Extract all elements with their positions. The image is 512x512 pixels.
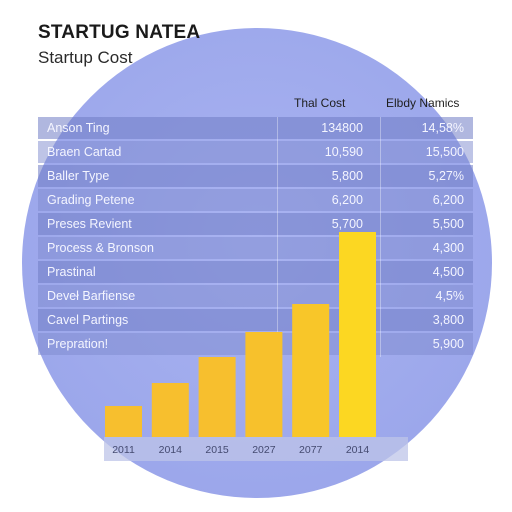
row-label: Grading Petene <box>47 193 135 207</box>
column-header-percent: Elbdy Namics <box>386 96 460 110</box>
x-axis-band <box>104 437 408 461</box>
table-row: Preses Revient 5,700 5,500 <box>38 213 473 235</box>
row-cost: 5,800 <box>331 169 363 183</box>
x-tick-label: 2011 <box>112 444 135 456</box>
row-cost: 10,590 <box>324 145 363 159</box>
x-tick-label: 2077 <box>299 444 323 456</box>
bar-2027 <box>245 332 283 437</box>
row-cost: 6,200 <box>331 193 363 207</box>
bar-2014 <box>151 383 189 437</box>
bar-2077 <box>292 304 330 437</box>
x-tick-label: 2015 <box>205 444 229 456</box>
bar-2015 <box>198 357 236 437</box>
row-percent: 3,800 <box>432 313 464 327</box>
row-percent: 5,27% <box>428 169 464 183</box>
row-percent: 4,500 <box>432 265 464 279</box>
row-percent: 15,500 <box>425 145 464 159</box>
bar-2011 <box>105 406 142 437</box>
bars-group <box>105 232 376 437</box>
x-tick-label: 2027 <box>252 444 276 456</box>
row-label: Cavel Partings <box>47 313 129 327</box>
table-row: Anson Ting 134800 14,58% <box>38 117 473 139</box>
table-divider <box>380 117 381 357</box>
row-label: Deveł Barfiense <box>47 289 136 303</box>
row-cost: 134800 <box>321 121 363 135</box>
row-label: Braen Cartad <box>47 145 122 159</box>
row-label: Baller Type <box>47 169 110 183</box>
table-row: Baller Type 5,800 5,27% <box>38 165 473 187</box>
row-cost: 5,700 <box>331 217 363 231</box>
x-ticks-group: 2011 2014 2015 2027 2077 2014 <box>112 444 369 456</box>
row-percent: 4,300 <box>432 241 464 255</box>
x-tick-label: 2014 <box>159 444 183 456</box>
row-percent: 14,58% <box>421 121 464 135</box>
cost-table: Anson Ting 134800 14,58% Braen Cartad 10… <box>38 117 473 357</box>
row-percent: 5,900 <box>432 337 464 351</box>
row-label: Prepration! <box>47 337 109 351</box>
x-tick-label: 2014 <box>346 444 370 456</box>
row-label: Process & Bronson <box>47 241 154 255</box>
table-row: Grading Petene 6,200 6,200 <box>38 189 473 211</box>
row-percent: 5,500 <box>432 217 464 231</box>
table-row: Braen Cartad 10,590 15,500 <box>38 141 473 163</box>
row-label: Anson Ting <box>47 121 110 135</box>
chart-title: STARTUG NATEA <box>38 22 201 43</box>
chart-subtitle: Startup Cost <box>38 48 133 67</box>
row-label: Preses Revient <box>47 217 132 231</box>
column-header-cost: Thal Cost <box>294 96 346 110</box>
table-divider <box>277 117 278 357</box>
row-percent: 4,5% <box>435 289 465 303</box>
row-label: Prastinal <box>47 265 96 279</box>
row-percent: 6,200 <box>432 193 464 207</box>
bar-2014 <box>339 232 376 437</box>
